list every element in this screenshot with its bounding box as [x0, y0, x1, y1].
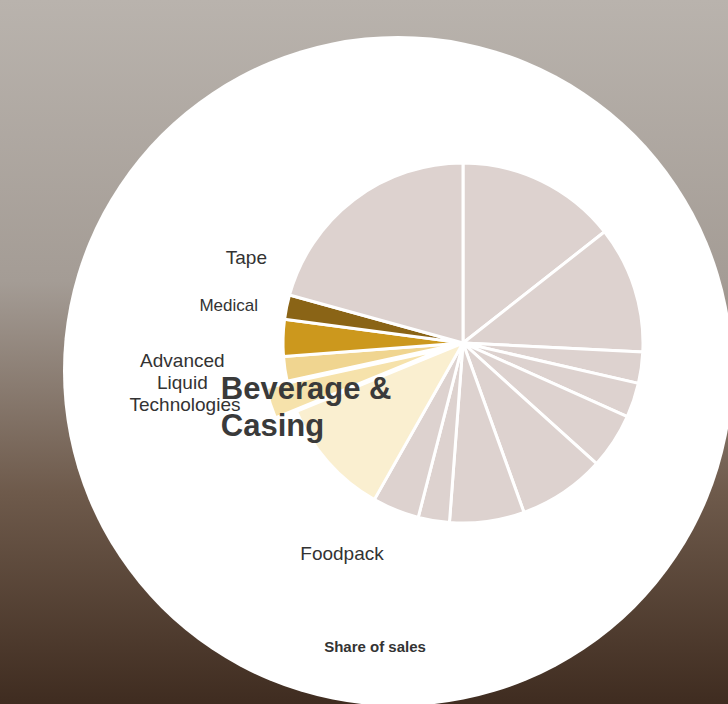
svg-text:Casing: Casing	[220, 408, 325, 444]
svg-text:Beverage &: Beverage &	[221, 371, 400, 406]
svg-text:Technologies: Technologies	[130, 394, 241, 415]
svg-text:Tape: Tape	[226, 247, 267, 268]
svg-text:Foodpack: Foodpack	[300, 543, 384, 564]
svg-text:Liquid: Liquid	[157, 372, 213, 393]
svg-text:Medical: Medical	[199, 296, 258, 315]
svg-text:Share of sales: Share of sales	[324, 638, 426, 655]
svg-text:Advanced: Advanced	[140, 350, 230, 371]
